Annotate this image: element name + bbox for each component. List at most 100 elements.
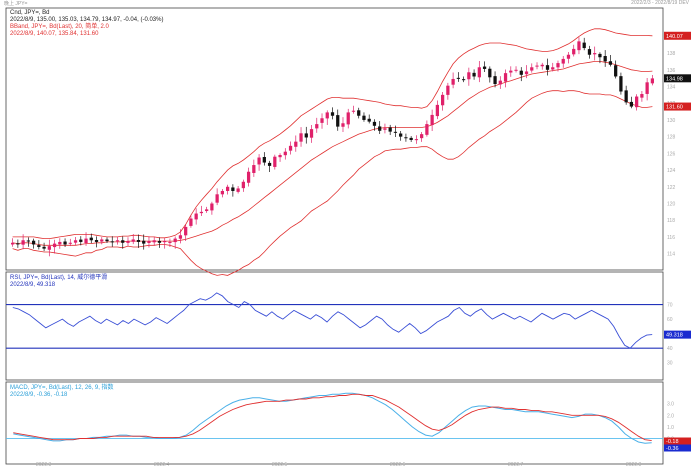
candle-body[interactable] xyxy=(283,151,287,156)
candle-body[interactable] xyxy=(467,72,471,80)
candle-body[interactable] xyxy=(336,115,340,127)
candle-body[interactable] xyxy=(16,243,20,245)
candle-body[interactable] xyxy=(288,145,293,151)
candle-body[interactable] xyxy=(110,241,114,243)
candle-body[interactable] xyxy=(121,240,125,243)
candle-body[interactable] xyxy=(488,68,492,78)
rsi-badge[interactable] xyxy=(664,330,691,339)
candle-body[interactable] xyxy=(420,134,424,139)
candle-body[interactable] xyxy=(430,114,434,126)
candle-body[interactable] xyxy=(42,246,46,249)
candle-body[interactable] xyxy=(367,118,371,122)
candle-body[interactable] xyxy=(635,96,639,108)
candle-body[interactable] xyxy=(325,112,329,119)
macd-badge[interactable] xyxy=(664,437,691,445)
candle-body[interactable] xyxy=(514,69,518,71)
candle-body[interactable] xyxy=(414,139,419,141)
candle-body[interactable] xyxy=(89,237,93,241)
candle-body[interactable] xyxy=(205,209,209,212)
candle-body[interactable] xyxy=(587,49,592,55)
candle-body[interactable] xyxy=(163,241,167,243)
candle-body[interactable] xyxy=(645,82,649,94)
candle-body[interactable] xyxy=(440,94,445,106)
candle-body[interactable] xyxy=(598,53,602,58)
candle-body[interactable] xyxy=(236,188,240,192)
candle-body[interactable] xyxy=(456,77,460,79)
candle-body[interactable] xyxy=(262,156,266,163)
candle-body[interactable] xyxy=(304,133,308,138)
candle-body[interactable] xyxy=(225,186,230,191)
candle-body[interactable] xyxy=(199,211,204,214)
candle-body[interactable] xyxy=(341,123,345,127)
macd-badge[interactable] xyxy=(664,444,691,452)
candle-body[interactable] xyxy=(79,239,83,242)
candle-body[interactable] xyxy=(624,90,628,103)
candle-body[interactable] xyxy=(241,181,245,189)
price-badge[interactable] xyxy=(664,31,691,40)
candle-body[interactable] xyxy=(94,240,99,242)
candle-body[interactable] xyxy=(231,187,235,191)
candle-body[interactable] xyxy=(142,240,146,244)
price-badge[interactable] xyxy=(664,74,691,83)
candle-body[interactable] xyxy=(503,73,508,82)
candle-body[interactable] xyxy=(451,78,455,85)
candle-body[interactable] xyxy=(608,61,613,65)
candle-body[interactable] xyxy=(650,78,655,84)
candle-body[interactable] xyxy=(257,157,261,165)
candle-body[interactable] xyxy=(152,240,156,243)
candle-body[interactable] xyxy=(84,238,88,243)
candle-body[interactable] xyxy=(37,245,41,247)
candle-body[interactable] xyxy=(267,162,272,166)
candle-body[interactable] xyxy=(629,101,634,107)
candle-body[interactable] xyxy=(446,85,450,95)
candle-body[interactable] xyxy=(157,240,162,243)
candle-body[interactable] xyxy=(194,213,198,220)
candle-body[interactable] xyxy=(105,239,109,242)
candle-body[interactable] xyxy=(566,54,571,59)
price-badge[interactable] xyxy=(664,102,691,111)
candle-body[interactable] xyxy=(498,80,502,85)
candle-body[interactable] xyxy=(10,242,15,245)
candle-body[interactable] xyxy=(551,67,555,70)
candle-body[interactable] xyxy=(21,240,25,245)
candle-body[interactable] xyxy=(220,190,225,195)
candle-body[interactable] xyxy=(68,242,72,244)
candle-body[interactable] xyxy=(178,235,183,239)
candle-body[interactable] xyxy=(399,133,403,137)
candle-body[interactable] xyxy=(147,241,151,243)
candle-body[interactable] xyxy=(640,94,644,98)
candle-body[interactable] xyxy=(482,66,487,69)
candle-body[interactable] xyxy=(58,241,62,245)
candle-body[interactable] xyxy=(362,115,366,120)
candle-body[interactable] xyxy=(299,133,303,142)
candle-body[interactable] xyxy=(545,65,550,70)
candle-body[interactable] xyxy=(378,126,382,131)
candle-body[interactable] xyxy=(524,71,529,75)
candle-body[interactable] xyxy=(100,239,104,242)
candle-body[interactable] xyxy=(136,240,141,242)
candle-body[interactable] xyxy=(472,72,476,77)
candle-body[interactable] xyxy=(614,65,618,77)
candle-body[interactable] xyxy=(493,76,497,84)
candle-body[interactable] xyxy=(184,226,188,236)
candle-body[interactable] xyxy=(215,194,219,203)
candle-body[interactable] xyxy=(435,104,440,117)
candle-body[interactable] xyxy=(294,141,298,147)
candle-body[interactable] xyxy=(357,110,361,116)
candle-body[interactable] xyxy=(315,124,319,129)
candle-body[interactable] xyxy=(73,240,78,243)
candle-body[interactable] xyxy=(540,64,544,67)
candle-body[interactable] xyxy=(320,118,324,123)
price-axis[interactable]: 1401381361341321301281261241221201181161… xyxy=(36,31,691,468)
candle-body[interactable] xyxy=(582,42,586,49)
candle-body[interactable] xyxy=(509,70,513,73)
candle-body[interactable] xyxy=(425,124,429,135)
candle-body[interactable] xyxy=(252,165,256,173)
candle-body[interactable] xyxy=(52,243,57,248)
candle-body[interactable] xyxy=(115,240,120,242)
candle-body[interactable] xyxy=(346,112,350,125)
candle-body[interactable] xyxy=(409,137,413,140)
candle-body[interactable] xyxy=(26,240,30,242)
candle-body[interactable] xyxy=(393,131,398,133)
candle-body[interactable] xyxy=(519,70,523,75)
